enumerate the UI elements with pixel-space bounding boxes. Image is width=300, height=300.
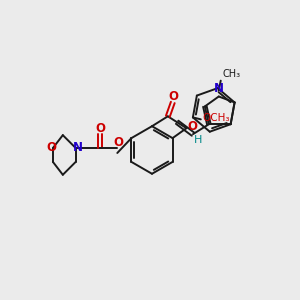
Text: N: N xyxy=(214,82,224,95)
Text: O: O xyxy=(169,90,179,103)
Text: O: O xyxy=(46,140,56,154)
Text: H: H xyxy=(194,135,202,145)
Text: O: O xyxy=(188,120,197,133)
Text: O: O xyxy=(113,136,123,148)
Text: N: N xyxy=(73,140,83,154)
Text: CH₃: CH₃ xyxy=(223,69,241,79)
Text: O: O xyxy=(95,122,106,135)
Text: OCH₃: OCH₃ xyxy=(203,113,230,123)
